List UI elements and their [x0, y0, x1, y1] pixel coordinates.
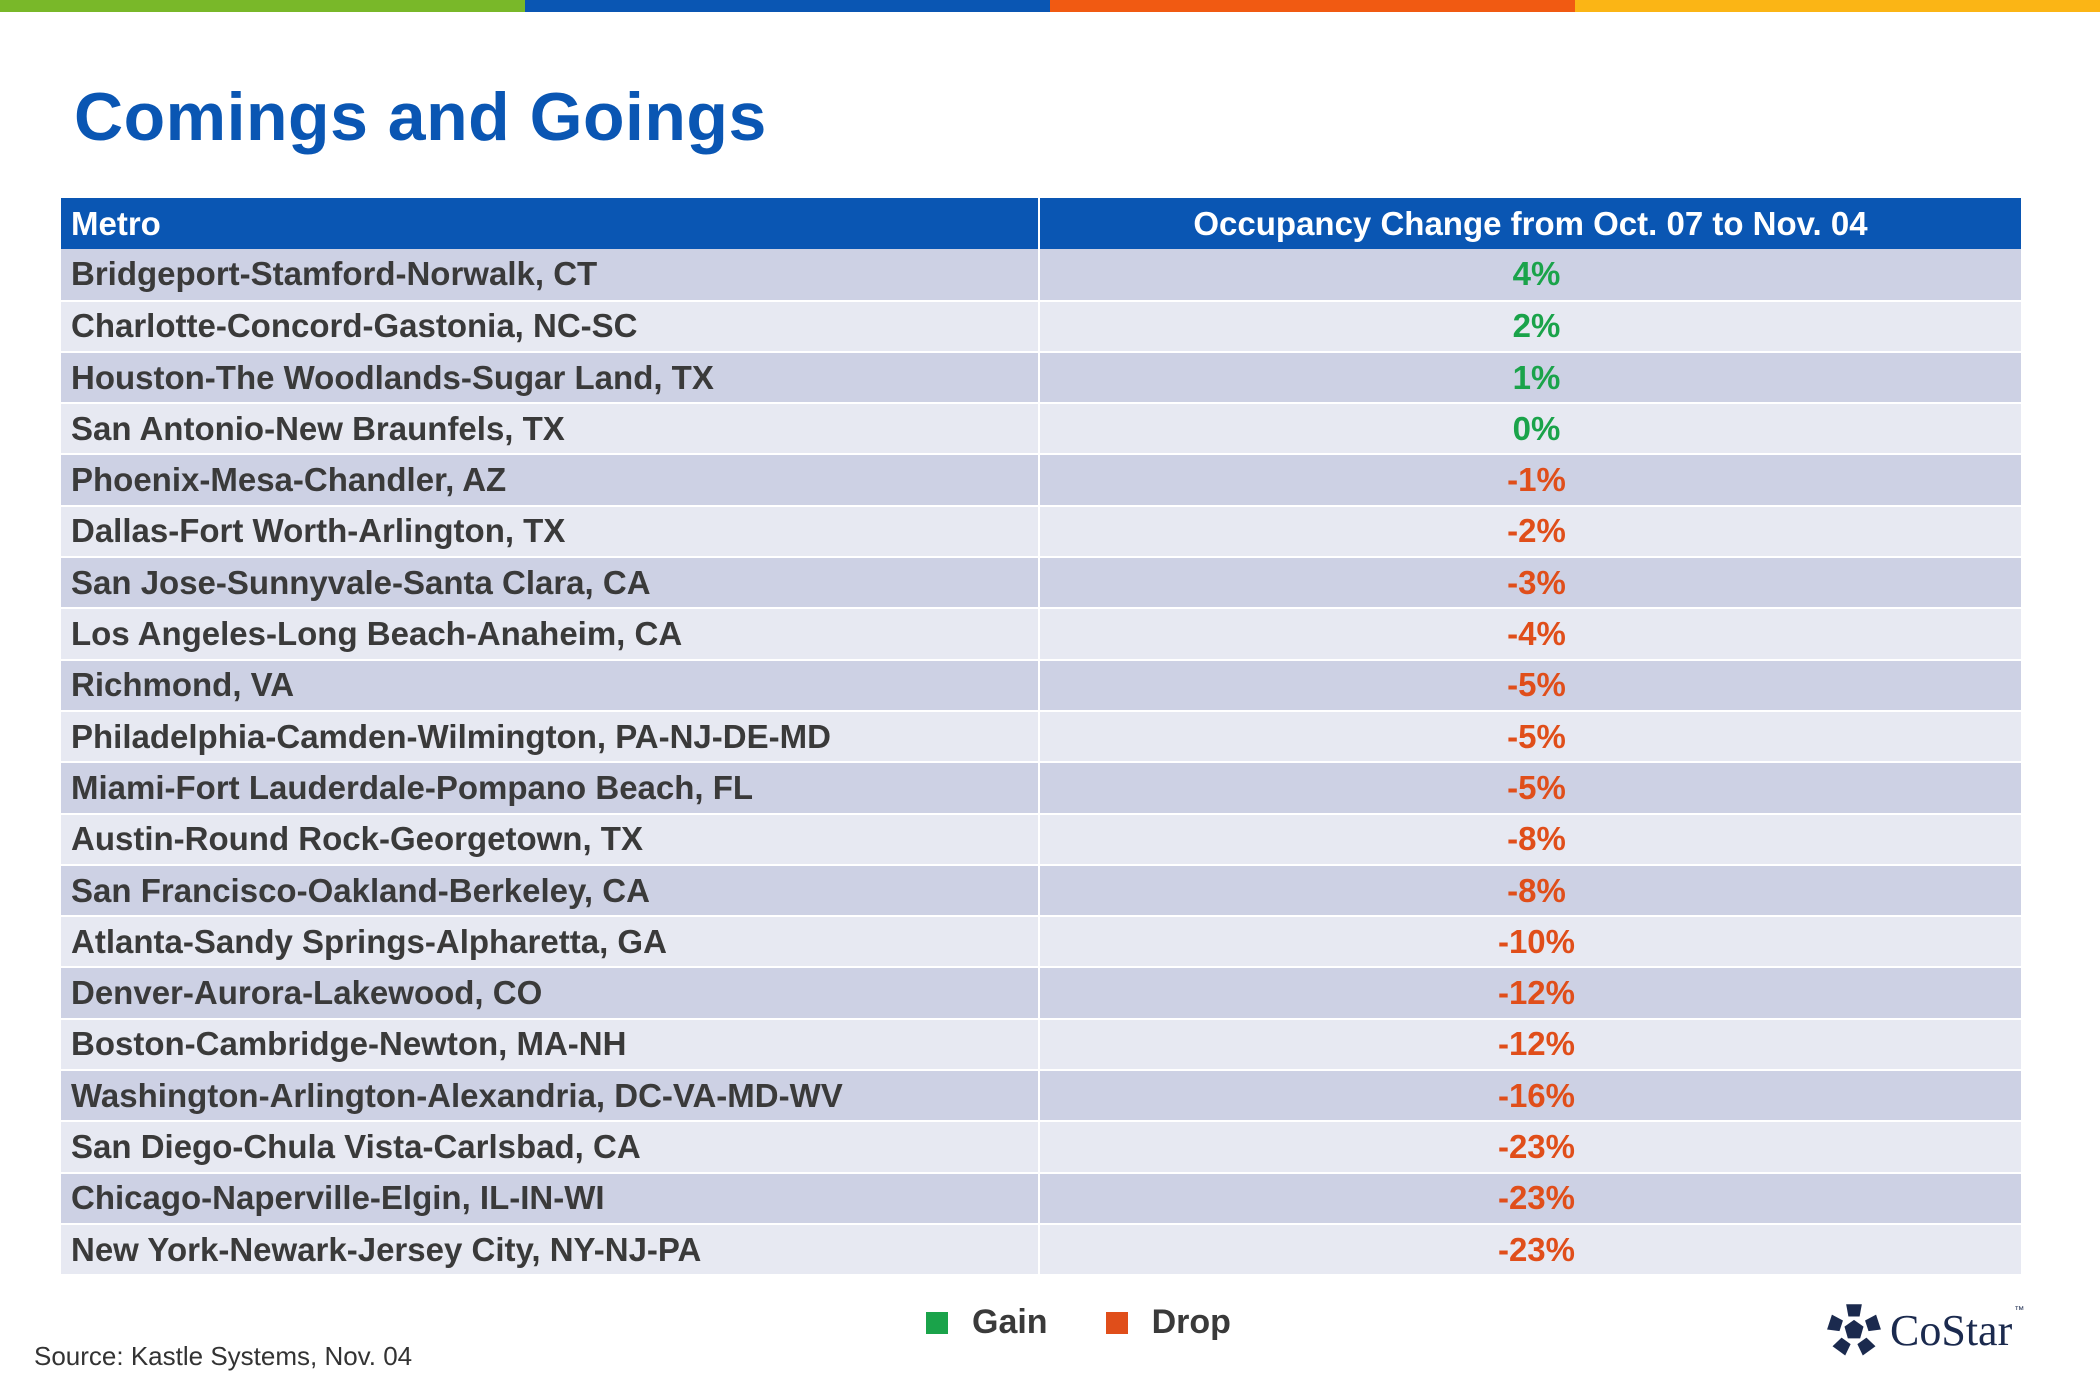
table-row: Atlanta-Sandy Springs-Alpharetta, GA -10% [61, 916, 2021, 969]
legend-drop-swatch [1105, 1311, 1128, 1334]
table-row: San Francisco-Oakland-Berkeley, CA -8% [61, 864, 2021, 918]
metro-cell: Atlanta-Sandy Springs-Alpharetta, GA [61, 916, 1040, 969]
occupancy-change-cell: -23% [1039, 1121, 2021, 1174]
metro-cell: Charlotte-Concord-Gastonia, NC-SC [61, 300, 1040, 353]
table-body: Bridgeport-Stamford-Norwalk, CT 4% Charlot… [61, 249, 2021, 1277]
header-metro: Metro [61, 198, 1040, 250]
metro-cell: Chicago-Naperville-Elgin, IL-IN-WI [61, 1172, 1040, 1225]
table-row: Richmond, VA -5% [61, 659, 2021, 712]
metro-cell: San Antonio-New Braunfels, TX [61, 403, 1040, 456]
page-title: Comings and Goings [74, 79, 767, 155]
table-row: San Jose-Sunnyvale-Santa Clara, CA -3% [61, 557, 2021, 610]
occupancy-change-cell: 1% [1039, 351, 2021, 405]
table-row: Washington-Arlington-Alexandria, DC-VA-M… [61, 1070, 2021, 1123]
metro-cell: Miami-Fort Lauderdale-Pompano Beach, FL [61, 762, 1040, 815]
table-row: Austin-Round Rock-Georgetown, TX -8% [61, 813, 2021, 866]
table-row: Phoenix-Mesa-Chandler, AZ -1% [61, 454, 2021, 507]
legend-item-gain: Gain [926, 1303, 1048, 1342]
occupancy-change-cell: -3% [1039, 557, 2021, 610]
legend-drop-label: Drop [1151, 1303, 1231, 1341]
occupancy-change-cell: -5% [1039, 710, 2021, 764]
occupancy-change-cell: -5% [1039, 659, 2021, 712]
header-occupancy-change: Occupancy Change from Oct. 07 to Nov. 04 [1039, 198, 2021, 250]
metro-cell: San Diego-Chula Vista-Carlsbad, CA [61, 1121, 1040, 1174]
table-row: Charlotte-Concord-Gastonia, NC-SC 2% [61, 300, 2021, 353]
table-row: San Antonio-New Braunfels, TX 0% [61, 403, 2021, 456]
metro-cell: Los Angeles-Long Beach-Anaheim, CA [61, 608, 1040, 661]
metro-cell: Richmond, VA [61, 659, 1040, 712]
table-row: New York-Newark-Jersey City, NY-NJ-PA -23… [61, 1223, 2021, 1277]
table-row: San Diego-Chula Vista-Carlsbad, CA -23% [61, 1121, 2021, 1174]
occupancy-table-container: Metro Occupancy Change from Oct. 07 to N… [61, 198, 2021, 1277]
metro-cell: Houston-The Woodlands-Sugar Land, TX [61, 351, 1040, 405]
top-bar-segment-green [0, 0, 525, 12]
occupancy-change-cell: -8% [1039, 813, 2021, 866]
metro-cell: Phoenix-Mesa-Chandler, AZ [61, 454, 1040, 507]
costar-star-logo-icon [1827, 1304, 1881, 1356]
table-row: Boston-Cambridge-Newton, MA-NH -12% [61, 1018, 2021, 1072]
top-bar-segment-orange [1050, 0, 1575, 12]
metro-cell: Boston-Cambridge-Newton, MA-NH [61, 1018, 1040, 1072]
occupancy-change-cell: -23% [1039, 1223, 2021, 1277]
source-note: Source: Kastle Systems, Nov. 04 [34, 1341, 413, 1371]
metro-cell: Bridgeport-Stamford-Norwalk, CT [61, 249, 1040, 302]
top-bar-segment-yellow [1575, 0, 2100, 12]
table-row: Denver-Aurora-Lakewood, CO -12% [61, 967, 2021, 1020]
brand-name: CoStar ™ [1890, 1304, 2025, 1355]
occupancy-change-cell: -2% [1039, 505, 2021, 559]
occupancy-change-cell: -16% [1039, 1070, 2021, 1123]
occupancy-change-cell: -10% [1039, 916, 2021, 969]
brand-logo: CoStar ™ [1826, 1302, 2024, 1358]
table-row: Chicago-Naperville-Elgin, IL-IN-WI -23% [61, 1172, 2021, 1225]
metro-cell: Philadelphia-Camden-Wilmington, PA-NJ-DE… [61, 710, 1040, 764]
table-row: Miami-Fort Lauderdale-Pompano Beach, FL -… [61, 762, 2021, 815]
legend-item-drop: Drop [1105, 1303, 1231, 1342]
occupancy-change-cell: 2% [1039, 300, 2021, 353]
table-row: Los Angeles-Long Beach-Anaheim, CA -4% [61, 608, 2021, 661]
metro-cell: Denver-Aurora-Lakewood, CO [61, 967, 1040, 1020]
table-row: Dallas-Fort Worth-Arlington, TX -2% [61, 505, 2021, 559]
metro-cell: Austin-Round Rock-Georgetown, TX [61, 813, 1040, 866]
table-header-row: Metro Occupancy Change from Oct. 07 to N… [61, 198, 2021, 250]
metro-cell: New York-Newark-Jersey City, NY-NJ-PA [61, 1223, 1040, 1277]
metro-cell: Washington-Arlington-Alexandria, DC-VA-M… [61, 1070, 1040, 1123]
occupancy-change-cell: -8% [1039, 864, 2021, 918]
occupancy-change-cell: 0% [1039, 403, 2021, 456]
legend-gain-label: Gain [972, 1303, 1048, 1341]
occupancy-change-cell: -12% [1039, 1018, 2021, 1072]
legend: Gain Drop [926, 1303, 1289, 1342]
legend-gain-swatch [926, 1311, 948, 1334]
occupancy-table: Metro Occupancy Change from Oct. 07 to N… [61, 198, 2021, 1277]
metro-cell: Dallas-Fort Worth-Arlington, TX [61, 505, 1040, 559]
occupancy-change-cell: -23% [1039, 1172, 2021, 1225]
occupancy-change-cell: -12% [1039, 967, 2021, 1020]
table-row: Bridgeport-Stamford-Norwalk, CT 4% [61, 249, 2021, 302]
top-bar-segment-blue [525, 0, 1050, 12]
metro-cell: San Jose-Sunnyvale-Santa Clara, CA [61, 557, 1040, 610]
table-row: Philadelphia-Camden-Wilmington, PA-NJ-DE… [61, 710, 2021, 764]
top-color-bar [0, 0, 2100, 12]
table-row: Houston-The Woodlands-Sugar Land, TX 1% [61, 351, 2021, 405]
occupancy-change-cell: -4% [1039, 608, 2021, 661]
occupancy-change-cell: 4% [1039, 249, 2021, 302]
occupancy-change-cell: -5% [1039, 762, 2021, 815]
metro-cell: San Francisco-Oakland-Berkeley, CA [61, 864, 1040, 918]
occupancy-change-cell: -1% [1039, 454, 2021, 507]
